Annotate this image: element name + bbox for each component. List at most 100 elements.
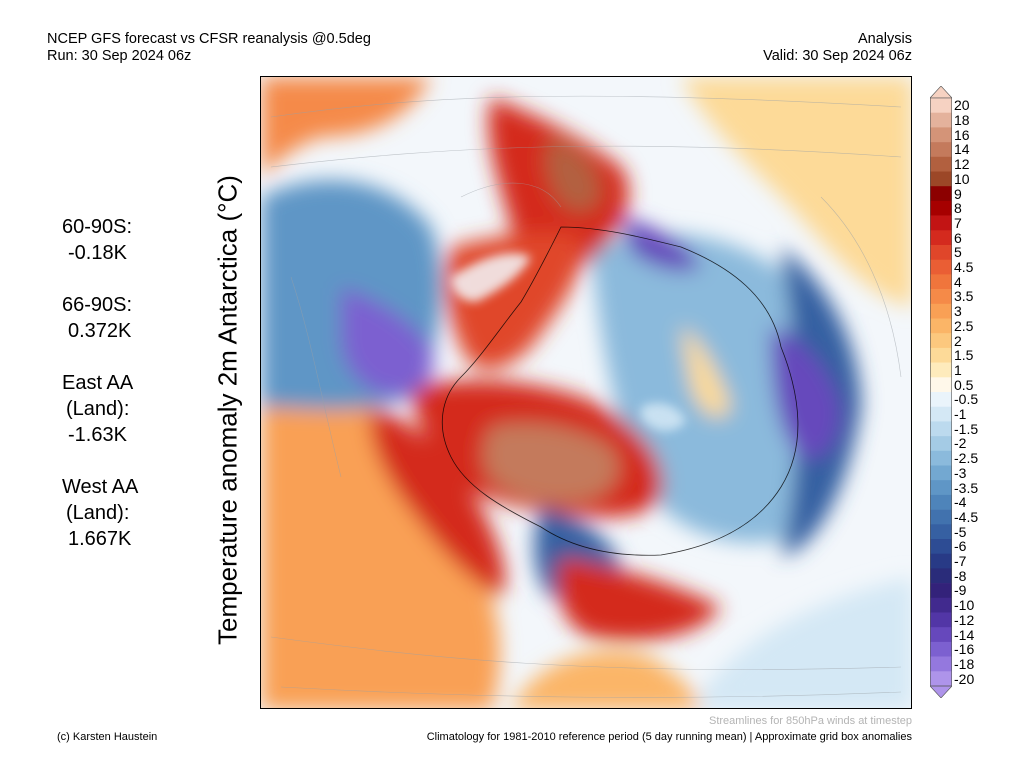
colorbar-tick-label: -7	[954, 553, 967, 570]
colorbar-swatch	[930, 245, 952, 260]
stat-label: 66-90S:	[62, 294, 133, 316]
colorbar-tick-label: -2	[954, 435, 967, 452]
colorbar-tick-label: 0.5	[954, 376, 974, 393]
colorbar-tick-label: 1.5	[954, 347, 974, 364]
colorbar-swatch	[930, 583, 952, 599]
colorbar-swatch	[930, 215, 952, 231]
colorbar-tick-label: -4	[954, 494, 967, 511]
colorbar-tick-label: 4.5	[954, 259, 974, 276]
colorbar-swatch	[930, 230, 952, 246]
colorbar-swatch	[930, 377, 952, 393]
colorbar-graphic	[929, 85, 953, 699]
colorbar-top-arrow	[929, 85, 953, 99]
colorbar-swatch	[930, 494, 952, 510]
stat-value: 0.372K	[68, 320, 132, 342]
colorbar-swatch	[930, 480, 952, 496]
colorbar-tick-label: -20	[954, 670, 975, 687]
streamlines	[270, 95, 902, 698]
colorbar-tick-label: -3.5	[954, 479, 979, 496]
stat-label: (Land):	[66, 398, 130, 420]
colorbar-swatch	[930, 406, 952, 422]
run-label: Run: 30 Sep 2024 06z	[47, 48, 192, 64]
colorbar-swatch	[930, 421, 952, 437]
colorbar-swatch	[930, 436, 952, 452]
colorbar-swatch	[930, 450, 952, 466]
colorbar-tick-label: -16	[954, 641, 975, 658]
colorbar	[929, 85, 953, 699]
colorbar-swatch	[930, 539, 952, 554]
colorbar-swatch	[930, 112, 952, 128]
colorbar-tick-label: -6	[954, 538, 967, 555]
colorbar-swatch	[930, 259, 952, 275]
colorbar-swatch	[930, 333, 952, 349]
colorbar-tick-label: -1.5	[954, 420, 979, 437]
anomaly-map-graphic	[261, 77, 911, 708]
colorbar-tick-label: 2.5	[954, 317, 974, 334]
colorbar-tick-label: -8	[954, 567, 967, 584]
colorbar-tick-label: -1	[954, 406, 967, 423]
colorbar-swatch	[930, 289, 952, 305]
colorbar-swatch	[930, 171, 952, 187]
colorbar-swatch	[930, 142, 952, 158]
colorbar-swatch	[930, 274, 952, 290]
colorbar-swatch	[930, 186, 952, 202]
colorbar-swatch	[930, 568, 952, 584]
colorbar-tick-label: -2.5	[954, 450, 979, 467]
colorbar-tick-label: -0.5	[954, 391, 979, 408]
colorbar-swatch	[930, 318, 952, 334]
colorbar-swatch	[930, 597, 952, 613]
colorbar-swatch	[930, 671, 952, 687]
climatology-note: Climatology for 1981-2010 reference peri…	[426, 731, 912, 743]
colorbar-tick-label: 3.5	[954, 288, 974, 305]
colorbar-swatch	[930, 200, 952, 216]
colorbar-swatch	[930, 362, 952, 378]
colorbar-swatch	[930, 627, 952, 643]
analysis-label: Analysis	[858, 31, 912, 47]
colorbar-tick-label: 20	[954, 97, 970, 114]
colorbar-swatch	[930, 156, 952, 172]
colorbar-tick-label: 6	[954, 229, 962, 246]
colorbar-tick-label: -3	[954, 464, 967, 481]
stat-label: 60-90S:	[62, 216, 133, 238]
chart-title: NCEP GFS forecast vs CFSR reanalysis @0.…	[47, 31, 371, 47]
colorbar-frame	[930, 97, 952, 687]
colorbar-tick-label: -9	[954, 582, 967, 599]
colorbar-swatch	[930, 392, 952, 407]
colorbar-swatch	[930, 553, 952, 569]
y-axis-label: Temperature anomaly 2m Antarctica (°C)	[212, 175, 243, 645]
colorbar-swatch	[930, 612, 952, 628]
colorbar-tick-label: 12	[954, 156, 970, 173]
colorbar-swatch	[930, 465, 952, 481]
valid-label: Valid: 30 Sep 2024 06z	[763, 48, 912, 64]
colorbar-tick-label: 8	[954, 200, 962, 217]
stat-label: (Land):	[66, 502, 130, 524]
colorbar-swatch	[930, 127, 952, 143]
colorbar-tick-label: -12	[954, 611, 975, 628]
antarctica-coastline	[441, 226, 799, 556]
colorbar-swatch	[930, 524, 952, 540]
anomaly-map	[260, 76, 912, 709]
colorbar-swatch	[930, 641, 952, 657]
stat-value: -1.63K	[68, 424, 127, 446]
stat-value: 1.667K	[68, 528, 132, 550]
colorbar-tick-label: -18	[954, 655, 975, 672]
colorbar-swatch	[930, 509, 952, 525]
colorbar-swatch	[930, 347, 952, 363]
colorbar-tick-label: -5	[954, 523, 967, 540]
colorbar-tick-label: -14	[954, 626, 975, 643]
colorbar-tick-label: 3	[954, 303, 962, 320]
colorbar-tick-label: -4.5	[954, 508, 979, 525]
copyright: (c) Karsten Haustein	[57, 731, 158, 743]
colorbar-tick-label: 7	[954, 214, 962, 231]
colorbar-tick-label: 2	[954, 332, 962, 349]
stat-label: West AA	[62, 476, 139, 498]
colorbar-swatch	[930, 656, 952, 672]
colorbar-swatch	[930, 98, 952, 113]
colorbar-tick-label: 16	[954, 126, 970, 143]
colorbar-tick-label: -10	[954, 597, 975, 614]
colorbar-tick-label: 9	[954, 185, 962, 202]
stat-value: -0.18K	[68, 242, 127, 264]
colorbar-tick-label: 14	[954, 141, 970, 158]
colorbar-tick-label: 1	[954, 361, 962, 378]
colorbar-tick-label: 10	[954, 170, 970, 187]
